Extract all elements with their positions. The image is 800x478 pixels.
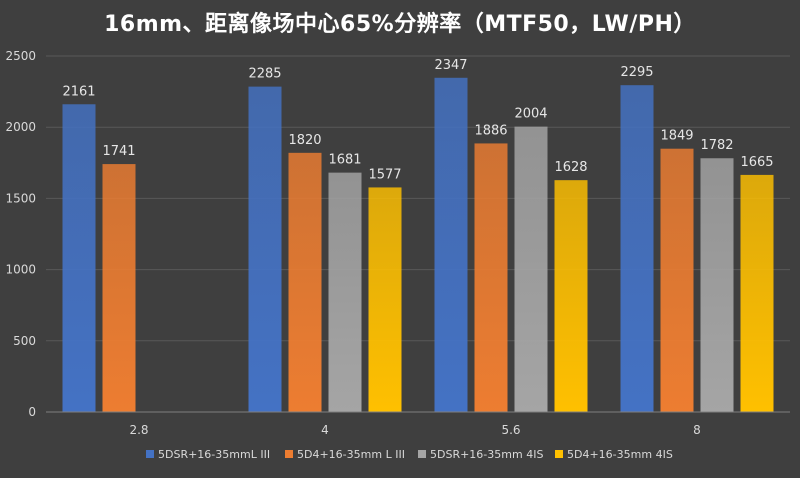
y-tick-label: 1000 — [5, 263, 36, 277]
bar — [434, 77, 468, 412]
data-label: 1628 — [554, 160, 587, 175]
data-label: 1849 — [660, 129, 693, 144]
data-label: 1741 — [102, 144, 135, 159]
bar — [102, 164, 136, 412]
data-label: 2161 — [62, 84, 95, 99]
legend-label: 5D4+16-35mm 4IS — [567, 448, 673, 461]
y-tick-label: 500 — [13, 334, 36, 348]
data-label: 1820 — [288, 133, 321, 148]
x-tick-label: 8 — [693, 423, 701, 437]
data-label: 2347 — [434, 58, 467, 73]
data-label: 1577 — [368, 167, 401, 182]
bar — [660, 148, 694, 412]
data-label: 1681 — [328, 153, 361, 168]
chart-title: 16mm、距离像场中心65%分辨率（MTF50，LW/PH） — [104, 12, 696, 37]
bar — [328, 172, 362, 412]
y-tick-label: 2500 — [5, 49, 36, 63]
data-label: 1665 — [740, 155, 773, 170]
legend-swatch — [146, 450, 154, 458]
legend-label: 5D4+16-35mm L III — [297, 448, 405, 461]
bar — [248, 86, 282, 412]
bar — [288, 152, 322, 412]
legend-label: 5DSR+16-35mm 4IS — [430, 448, 543, 461]
x-tick-label: 5.6 — [501, 423, 520, 437]
data-label: 2285 — [248, 67, 281, 82]
data-label: 1782 — [700, 138, 733, 153]
data-label: 2295 — [620, 65, 653, 80]
bar — [554, 180, 588, 412]
legend-swatch — [285, 450, 293, 458]
legend-swatch — [555, 450, 563, 458]
legend-swatch — [418, 450, 426, 458]
bar — [474, 143, 508, 412]
bar — [368, 187, 402, 412]
y-tick-label: 0 — [28, 405, 36, 419]
x-tick-label: 4 — [321, 423, 329, 437]
y-tick-label: 1500 — [5, 191, 36, 205]
bar — [740, 174, 774, 412]
data-label: 2004 — [514, 107, 547, 122]
legend-label: 5DSR+16-35mmL III — [158, 448, 270, 461]
bar — [62, 104, 96, 413]
data-label: 1886 — [474, 123, 507, 138]
bar — [620, 85, 654, 412]
y-tick-label: 2000 — [5, 120, 36, 134]
x-tick-label: 2.8 — [129, 423, 148, 437]
bar — [514, 126, 548, 412]
bar — [700, 158, 734, 412]
